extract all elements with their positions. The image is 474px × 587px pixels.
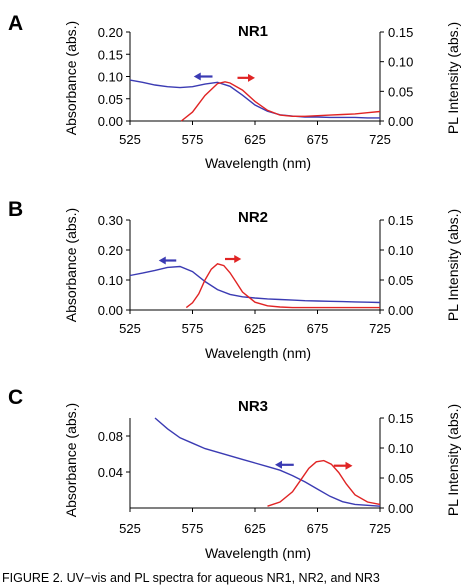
y-tick-label: 0.10	[98, 273, 123, 288]
y-tick-label: 0.20	[98, 243, 123, 258]
x-tick-label: 575	[182, 521, 204, 536]
panel-label-c: C	[8, 386, 23, 409]
x-tick-label: 675	[307, 132, 329, 147]
y-tick-marks-c	[126, 417, 384, 509]
y2-tick-label: 0.00	[388, 501, 413, 516]
x-tick-label: 675	[307, 321, 329, 336]
y-axis-label-c: Absorbance (abs.)	[63, 403, 79, 517]
y2-axis-label-a: PL Intensity (abs.)	[445, 22, 461, 134]
panel-label-a: A	[8, 12, 23, 35]
pl-arrow-a	[237, 73, 255, 82]
pl-arrow-c	[333, 461, 353, 470]
y2-tick-label: 0.15	[388, 411, 413, 426]
y2-tick-label: 0.05	[388, 273, 413, 288]
panel-label-b: B	[8, 198, 23, 221]
panel-title-c: NR3	[238, 398, 268, 415]
pl-arrow-b	[225, 255, 242, 263]
y-tick-label: 0.08	[98, 429, 123, 444]
y-tick-label: 0.00	[98, 303, 123, 318]
x-tick-marks-a	[129, 121, 381, 125]
y-tick-marks-b	[126, 219, 384, 311]
y2-tick-label: 0.15	[388, 25, 413, 40]
y-tick-label: 0.00	[98, 114, 123, 129]
panel-title-a: NR1	[238, 23, 268, 40]
absorbance-arrow-c	[275, 460, 294, 469]
panel-c: C NR3 525 575 625 675 725 0.04 0.08 0.00…	[8, 386, 461, 561]
x-axis-label-c: Wavelength (nm)	[205, 545, 311, 561]
y2-tick-label: 0.00	[388, 114, 413, 129]
x-axis-label-a: Wavelength (nm)	[205, 155, 311, 171]
absorbance-arrow-a	[193, 72, 213, 81]
y2-axis-label-b: PL Intensity (abs.)	[445, 209, 461, 321]
panel-a: A NR1 525 575 625 675 725 0.00 0.05 0.10…	[8, 12, 461, 171]
pl-line-c	[267, 459, 381, 507]
y2-tick-label: 0.15	[388, 213, 413, 228]
x-tick-label: 575	[182, 132, 204, 147]
x-tick-label: 525	[119, 521, 141, 536]
x-tick-label: 575	[182, 321, 204, 336]
x-axis-label-b: Wavelength (nm)	[205, 345, 311, 361]
x-tick-label: 625	[244, 132, 266, 147]
x-tick-marks-b	[129, 310, 381, 314]
absorbance-arrow-b	[158, 256, 177, 265]
pl-line-a	[180, 81, 381, 122]
y-axis-label-b: Absorbance (abs.)	[63, 208, 79, 322]
y2-tick-label: 0.10	[388, 441, 413, 456]
x-tick-marks-c	[129, 508, 381, 512]
absorbance-line-b	[129, 265, 381, 304]
y2-tick-label: 0.00	[388, 303, 413, 318]
panel-b: B NR2 525 575 625 675 725 0.00 0.10 0.20…	[8, 198, 461, 361]
x-tick-label: 675	[307, 521, 329, 536]
x-tick-label: 725	[369, 321, 391, 336]
y2-tick-label: 0.10	[388, 243, 413, 258]
y-tick-label: 0.10	[98, 70, 123, 85]
y-tick-label: 0.04	[98, 465, 123, 480]
y2-tick-label: 0.10	[388, 55, 413, 70]
y-axis-label-a: Absorbance (abs.)	[63, 21, 79, 135]
panel-title-b: NR2	[238, 209, 268, 226]
y2-axis-label-c: PL Intensity (abs.)	[445, 404, 461, 516]
x-tick-label: 625	[244, 521, 266, 536]
y2-tick-label: 0.05	[388, 84, 413, 99]
y-tick-label: 0.15	[98, 47, 123, 62]
y-tick-label: 0.05	[98, 92, 123, 107]
figure-caption: FIGURE 2. UV−vis and PL spectra for aque…	[2, 571, 380, 585]
y-tick-label: 0.20	[98, 25, 123, 40]
x-tick-label: 525	[119, 321, 141, 336]
absorbance-line-a	[129, 79, 380, 119]
y2-tick-label: 0.05	[388, 471, 413, 486]
y-tick-label: 0.30	[98, 213, 123, 228]
absorbance-line-c	[154, 417, 381, 507]
x-tick-label: 725	[369, 521, 391, 536]
x-tick-label: 625	[244, 321, 266, 336]
y-tick-marks-a	[126, 31, 384, 122]
pl-line-b	[185, 263, 380, 309]
x-tick-label: 525	[119, 132, 141, 147]
x-tick-label: 725	[369, 132, 391, 147]
